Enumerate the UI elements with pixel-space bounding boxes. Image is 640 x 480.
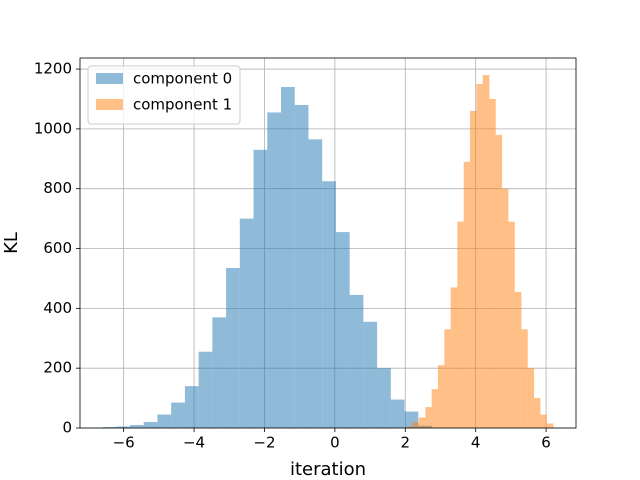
x-tick-label: 4	[471, 434, 481, 452]
bar	[226, 267, 240, 428]
bar	[527, 368, 535, 428]
bar	[546, 423, 554, 428]
x-tick-label: 0	[330, 434, 340, 452]
bar	[444, 329, 451, 428]
x-tick-label: −6	[113, 434, 135, 452]
y-tick-label: 600	[43, 239, 72, 257]
bar	[157, 414, 172, 428]
y-tick-label: 400	[43, 299, 72, 317]
x-tick-label: 6	[541, 434, 551, 452]
axes-frame	[79, 57, 577, 429]
bar	[184, 386, 199, 428]
bar	[405, 426, 413, 428]
bar	[502, 188, 509, 428]
bar	[239, 218, 254, 428]
bar	[431, 389, 439, 428]
bar	[418, 417, 426, 428]
x-tick-label: −2	[253, 434, 275, 452]
bar	[198, 351, 213, 428]
bar	[308, 139, 323, 428]
bar	[425, 407, 432, 428]
bar	[482, 75, 490, 428]
bar	[476, 84, 483, 428]
bar	[457, 221, 464, 428]
legend-label: component 1	[133, 96, 232, 114]
bar	[102, 427, 117, 428]
bar	[129, 425, 144, 428]
bar	[412, 422, 419, 428]
bar	[267, 112, 282, 428]
bar	[377, 368, 391, 428]
x-tick-label: −4	[183, 434, 205, 452]
bar	[495, 134, 503, 428]
bar	[212, 317, 227, 428]
y-axis-label: KL	[1, 232, 22, 254]
bar	[363, 321, 378, 428]
bar	[463, 161, 471, 428]
bar	[143, 422, 158, 428]
bar	[508, 221, 515, 428]
y-tick-label: 800	[43, 179, 72, 197]
bar	[521, 329, 528, 428]
x-tick-label: 2	[400, 434, 410, 452]
bar	[438, 365, 445, 428]
y-tick-label: 200	[43, 359, 72, 377]
bar	[489, 98, 496, 428]
y-tick-label: 1000	[34, 119, 72, 137]
legend-box	[87, 65, 241, 125]
bar	[253, 149, 268, 428]
bar	[450, 287, 458, 428]
bar	[294, 104, 309, 428]
legend-swatch	[96, 99, 123, 110]
bar	[540, 414, 547, 428]
y-tick-label: 1200	[34, 60, 72, 78]
bar	[116, 426, 130, 428]
y-tick-label: 0	[62, 419, 72, 437]
bar	[171, 402, 185, 428]
bar	[514, 291, 522, 428]
bar	[534, 398, 541, 428]
bar	[470, 110, 477, 429]
bar	[390, 399, 405, 428]
bar	[335, 232, 350, 428]
ticks: −6 −4 −2 0 2 4 6 0 200 400 600 800 1000 1200	[34, 60, 551, 452]
legend-label: component 0	[133, 70, 232, 88]
legend: component 0 component 1	[87, 65, 241, 125]
bar	[281, 87, 295, 429]
bar	[322, 181, 336, 428]
x-axis-label: iteration	[290, 459, 366, 480]
bar	[349, 294, 364, 428]
bars	[102, 75, 554, 429]
legend-swatch	[96, 73, 123, 84]
